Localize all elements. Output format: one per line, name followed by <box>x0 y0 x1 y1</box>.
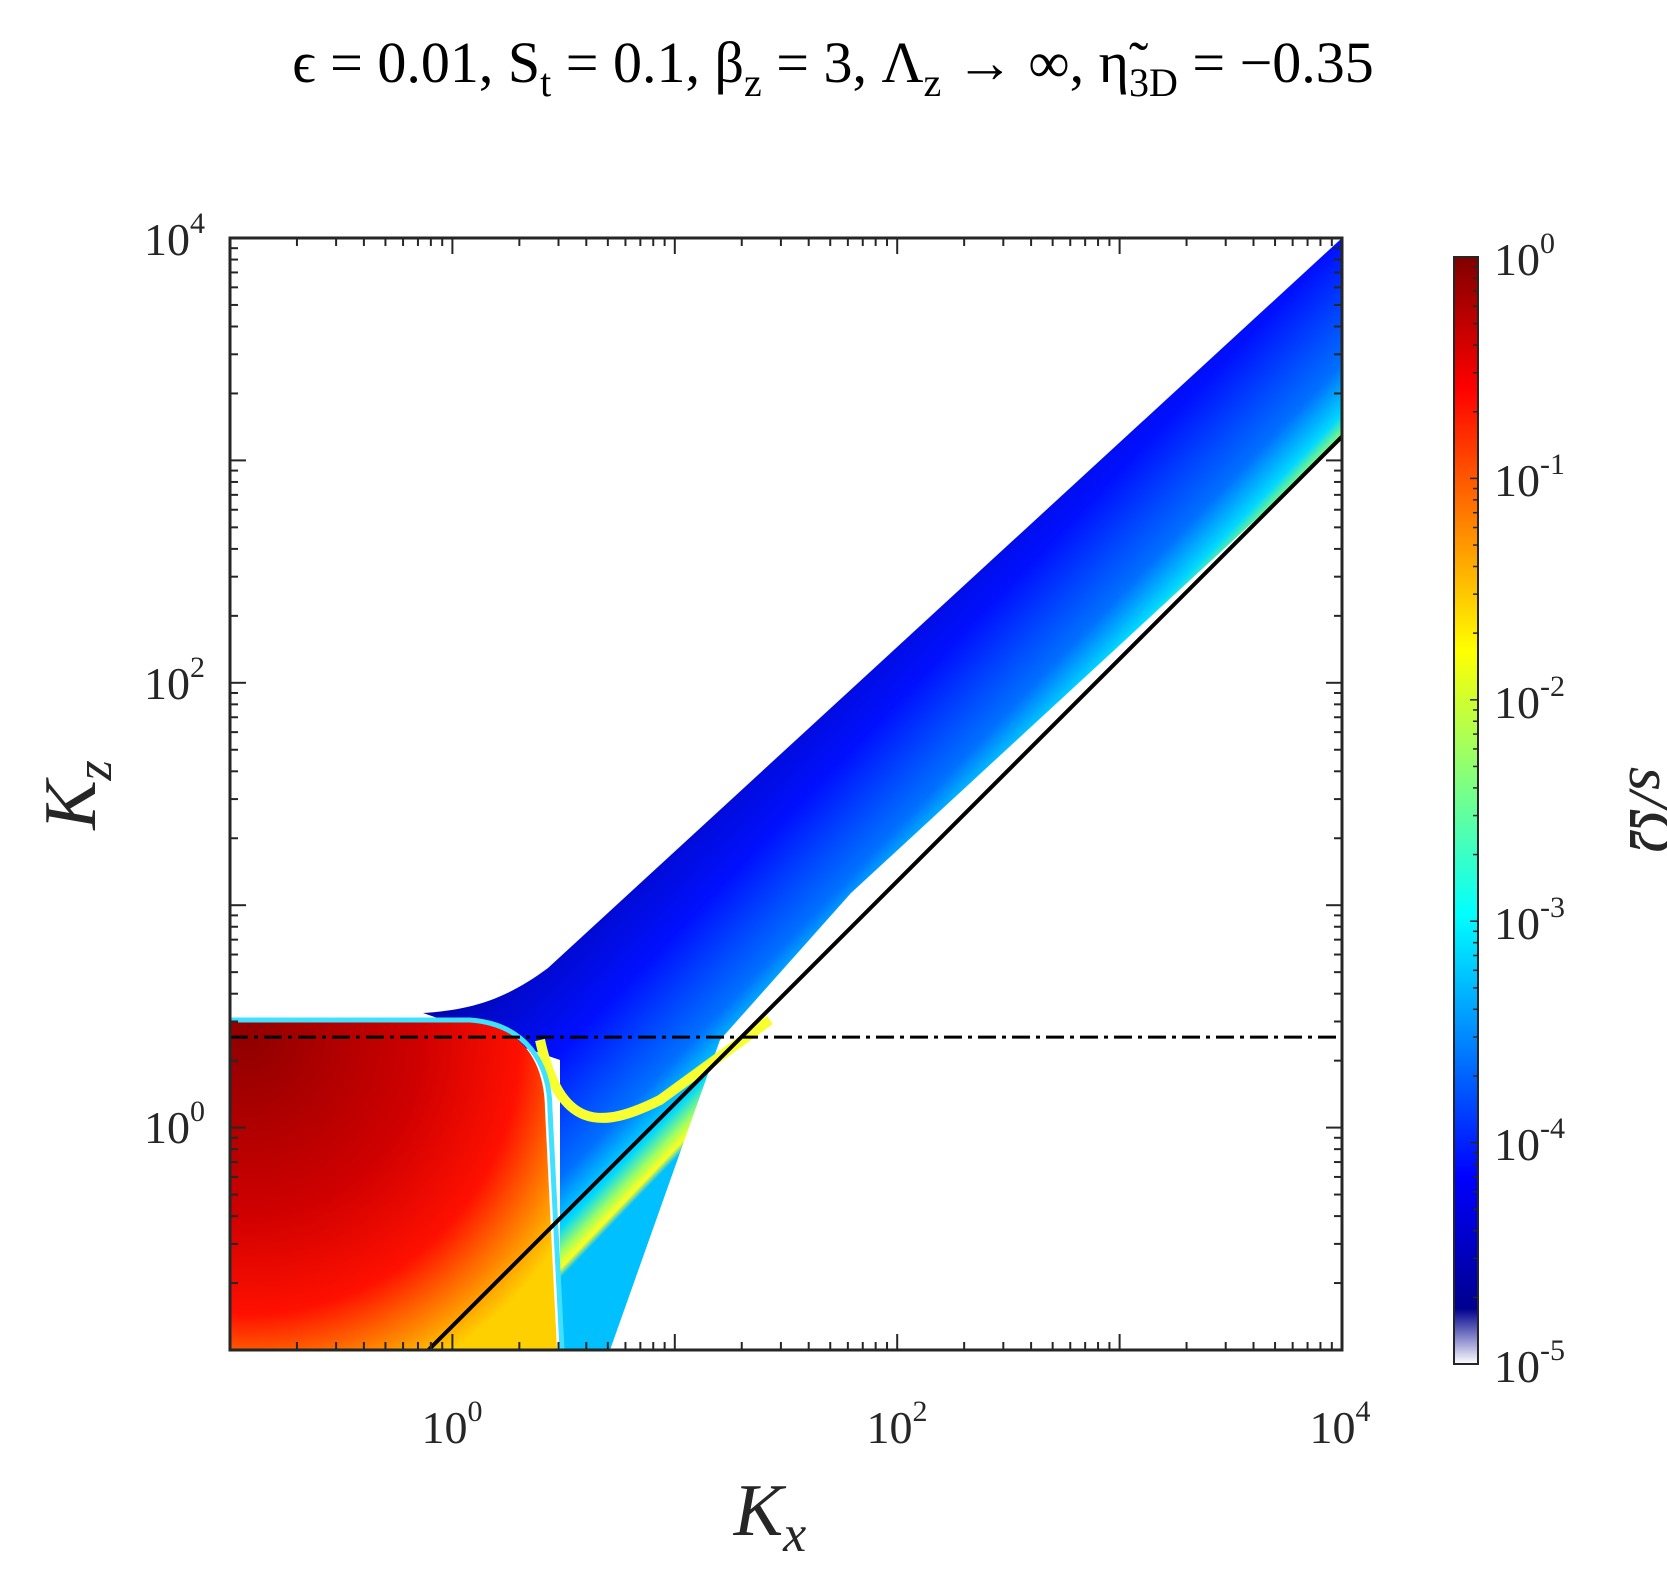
y-axis-label: Kz <box>30 760 123 831</box>
strong-growth-region <box>230 1022 557 1350</box>
colorbar-tick-label: 10-5 <box>1494 1334 1565 1392</box>
tick-marks <box>229 238 1342 1351</box>
colorbar-tick-label: 10-3 <box>1494 891 1565 949</box>
band-dip-highlight <box>535 1015 773 1123</box>
colorbar-label: s/Ω <box>1616 767 1667 853</box>
x-tick-labels: 100 102 104 <box>422 1395 1371 1453</box>
x-tick-label: 104 <box>1310 1395 1371 1453</box>
x-axis-label: Kx <box>733 1470 806 1563</box>
colorbar-tick-label: 10-4 <box>1494 1112 1565 1170</box>
x-tick-label: 102 <box>867 1395 928 1453</box>
x-tick-label: 100 <box>422 1395 483 1453</box>
figure-title: ϵ = 0.01, St = 0.1, βz = 3, Λz → ∞, η̃3D… <box>292 30 1374 105</box>
colorbar <box>1453 256 1479 1365</box>
colorbar-tick-marks <box>1470 266 1478 1365</box>
colorbar-tick-label: 10-2 <box>1494 670 1565 728</box>
plot-frame <box>228 236 1344 1352</box>
y-tick-label: 100 <box>144 1095 205 1153</box>
instability-band <box>423 238 1342 1350</box>
region-edge <box>230 1017 565 1350</box>
colorbar-tick-label: 100 <box>1494 227 1555 285</box>
y-tick-label: 102 <box>144 651 205 709</box>
y-tick-label: 104 <box>144 207 205 265</box>
plot-area <box>230 238 1342 1350</box>
colorbar-tick-label: 10-1 <box>1494 448 1565 506</box>
solid-reference-line <box>426 435 1342 1350</box>
colorbar-tick-labels: 100 10-1 10-2 10-3 10-4 10-5 <box>1494 227 1565 1392</box>
y-tick-labels: 100 102 104 <box>144 207 205 1153</box>
